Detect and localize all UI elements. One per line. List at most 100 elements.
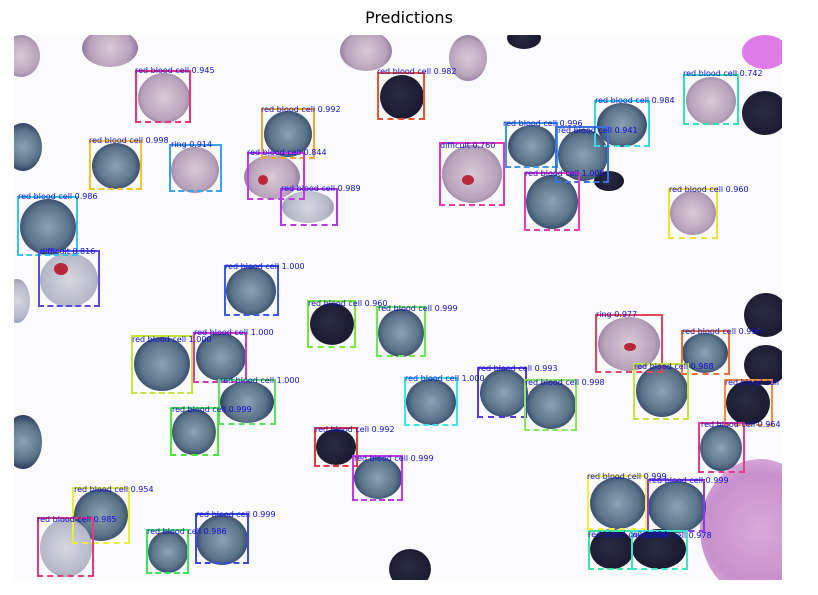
detection-label: red blood cell 1.000 — [225, 262, 305, 271]
detection-label: red blood cell 0.992 — [261, 105, 341, 114]
cell — [148, 531, 188, 573]
detection-box[interactable] — [195, 513, 249, 564]
detection-label: red blood cell 0.999 — [172, 405, 252, 414]
cell — [590, 477, 646, 529]
parasite — [54, 263, 68, 275]
detection-label: red blood cell 0.986 — [18, 192, 98, 201]
cell — [442, 145, 502, 203]
cell — [310, 303, 354, 345]
detection-label: red blood cell 0.999 — [354, 454, 434, 463]
detection-box[interactable] — [314, 427, 358, 467]
detection-box[interactable] — [131, 335, 193, 394]
cell — [682, 333, 728, 373]
cell — [282, 191, 334, 223]
edge-cell — [594, 171, 624, 191]
detection-box[interactable] — [37, 517, 94, 577]
cell — [597, 103, 647, 147]
detection-label: red blood cell 0.964 — [701, 420, 781, 429]
cell — [590, 529, 634, 569]
detection-box[interactable] — [587, 475, 647, 530]
detection-label: red blood cell 0.999 — [587, 472, 667, 481]
detection-label: ring 0.914 — [171, 140, 213, 149]
edge-cell — [744, 345, 782, 385]
detection-box[interactable] — [38, 250, 100, 307]
detection-label: red blood cell 0.960 — [308, 299, 388, 308]
detection-box[interactable] — [524, 379, 577, 431]
detection-label: red blood cell 0.945 — [135, 66, 215, 75]
detection-box[interactable] — [698, 422, 745, 473]
detection-box[interactable] — [404, 377, 458, 426]
detection-box[interactable] — [724, 379, 773, 426]
detection-box[interactable] — [247, 152, 305, 200]
detection-label: red blood cell 1.000 — [194, 328, 274, 337]
detection-label: red blood cell 0.742 — [683, 69, 763, 78]
detection-label: red blood cell 0.959 — [725, 378, 782, 387]
detection-label: difficult 0.760 — [440, 141, 496, 150]
cell — [378, 309, 424, 357]
detection-box[interactable] — [377, 72, 425, 120]
detection-box[interactable] — [647, 479, 705, 532]
detection-box[interactable] — [280, 188, 338, 226]
detection-box[interactable] — [17, 196, 78, 256]
detection-box[interactable] — [352, 455, 403, 501]
detection-box[interactable] — [681, 330, 730, 375]
cell — [40, 519, 92, 577]
cell — [354, 457, 402, 499]
cell — [670, 191, 716, 235]
cell — [92, 143, 140, 189]
cell — [226, 267, 276, 315]
detection-box[interactable] — [169, 144, 222, 192]
detection-box[interactable] — [683, 74, 739, 125]
cell — [134, 337, 190, 391]
detection-label: red blood cell 0.992 — [315, 425, 395, 434]
cell — [700, 425, 742, 471]
detection-label: red blood cell 0.986 — [147, 527, 227, 536]
detection-box[interactable] — [633, 363, 689, 420]
microscopy-image: red blood cell 0.945 red blood cell 0.98… — [14, 35, 782, 580]
detection-box[interactable] — [218, 379, 276, 425]
detection-box[interactable] — [631, 530, 688, 570]
parasite — [462, 175, 474, 185]
cell — [196, 515, 248, 565]
detection-box[interactable] — [261, 108, 315, 159]
detection-box[interactable] — [376, 306, 426, 357]
detection-label: red blood cell 0.996 — [503, 119, 583, 128]
edge-cell — [742, 91, 782, 135]
detection-label: red blood cell 0.954 — [74, 485, 154, 494]
detection-label: red blood cell 1.000 — [405, 374, 485, 383]
cell — [40, 253, 98, 307]
detection-label: red blood cell 0.941 — [558, 126, 638, 135]
detection-box[interactable] — [524, 172, 580, 231]
cell — [508, 125, 556, 167]
detection-label: red blood cell 0.993 — [478, 364, 558, 373]
detection-box[interactable] — [594, 100, 650, 147]
detection-box[interactable] — [72, 487, 130, 544]
detection-label: red blood cell 0.988 — [634, 362, 714, 371]
cell — [480, 369, 528, 417]
edge-cell — [744, 293, 782, 337]
detection-label: red blood cell 0.982 — [377, 67, 457, 76]
detection-box[interactable] — [477, 367, 527, 418]
detection-box[interactable] — [505, 122, 558, 168]
detection-box[interactable] — [224, 265, 279, 316]
cell — [636, 365, 688, 417]
detection-box[interactable] — [135, 70, 191, 123]
detection-box[interactable] — [439, 142, 505, 206]
detection-box[interactable] — [668, 188, 718, 239]
cell — [526, 175, 578, 229]
figure-title: Predictions — [365, 8, 453, 27]
cell — [220, 381, 274, 423]
detection-box[interactable] — [146, 529, 189, 574]
detection-label: red blood cell 0.998 — [89, 136, 169, 145]
detection-box[interactable] — [595, 314, 663, 373]
cell — [20, 199, 76, 255]
detection-box[interactable] — [170, 407, 219, 456]
detection-label: red blood cell 0.999 — [378, 304, 458, 313]
detection-label: red blood cell 0.998 — [525, 378, 605, 387]
detection-box[interactable] — [89, 140, 142, 190]
cell — [380, 75, 424, 119]
detection-box[interactable] — [193, 332, 247, 383]
detection-box[interactable] — [307, 300, 356, 348]
detection-box[interactable] — [555, 126, 609, 183]
edge-cell — [449, 35, 487, 81]
